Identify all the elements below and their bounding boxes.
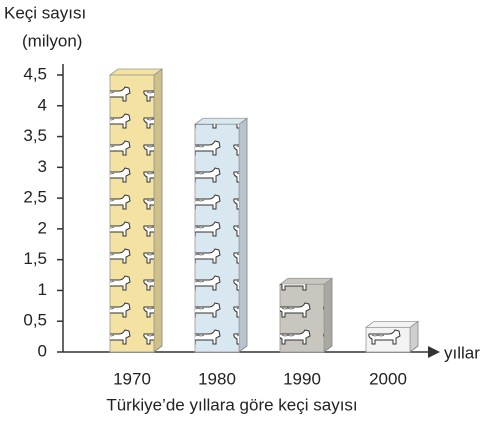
- bar: [278, 277, 334, 353]
- y-tick-label: 0: [38, 341, 47, 360]
- bar-top: [193, 117, 249, 125]
- x-axis-arrow: [428, 346, 440, 358]
- bar-icons: [280, 284, 324, 352]
- bar-icons: [195, 124, 239, 352]
- y-tick-label: 0,5: [23, 311, 47, 330]
- bar-top: [278, 277, 334, 285]
- bar-top: [108, 68, 164, 76]
- x-tick-label: 1990: [283, 369, 321, 388]
- bar-side: [153, 68, 163, 353]
- bar: [193, 117, 249, 353]
- y-axis-title: Keçi sayısı: [4, 3, 86, 22]
- caption: Türkiye’de yıllara göre keçi sayısı: [106, 395, 357, 414]
- x-tick-label: 2000: [369, 369, 407, 388]
- bar-icons: [110, 75, 154, 352]
- y-tick-label: 3,5: [23, 126, 47, 145]
- bar-icons: [366, 327, 410, 352]
- x-tick-label: 1980: [198, 369, 236, 388]
- bar-top: [364, 320, 420, 328]
- x-axis-title: yıllar: [444, 343, 480, 362]
- y-tick-label: 1: [38, 280, 47, 299]
- bar: [108, 68, 164, 353]
- y-tick-label: 3: [38, 157, 47, 176]
- bar: [364, 320, 420, 353]
- y-tick-label: 2: [38, 218, 47, 237]
- bar-side: [323, 277, 333, 353]
- bar-side: [238, 117, 248, 353]
- x-tick-label: 1970: [113, 369, 151, 388]
- y-tick-label: 2,5: [23, 188, 47, 207]
- y-axis-title: (milyon): [22, 31, 82, 50]
- y-tick-label: 1,5: [23, 249, 47, 268]
- y-tick-label: 4,5: [23, 64, 47, 83]
- y-tick-label: 4: [38, 95, 47, 114]
